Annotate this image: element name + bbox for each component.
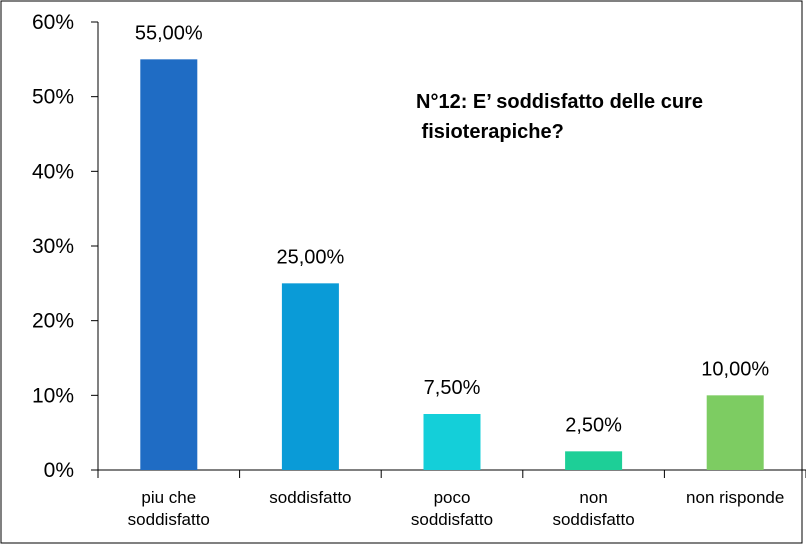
y-tick-label: 20% bbox=[32, 310, 74, 333]
bar bbox=[281, 283, 339, 470]
value-label: 25,00% bbox=[276, 246, 344, 268]
bar bbox=[140, 59, 198, 470]
x-tick-label: piu che soddisfatto bbox=[128, 488, 210, 529]
y-tick-label: 30% bbox=[32, 235, 74, 258]
x-tick-label: non risponde bbox=[686, 488, 784, 507]
y-tick-label: 10% bbox=[32, 384, 74, 407]
x-tick-label: non soddisfatto bbox=[552, 488, 634, 529]
x-tick-label: poco soddisfatto bbox=[411, 488, 493, 529]
value-label: 2,50% bbox=[565, 414, 622, 436]
value-label: 7,50% bbox=[424, 377, 481, 399]
bar bbox=[565, 451, 623, 470]
y-tick-label: 50% bbox=[32, 86, 74, 109]
value-label: 10,00% bbox=[701, 358, 769, 380]
bar bbox=[423, 414, 481, 470]
value-label: 55,00% bbox=[135, 22, 203, 44]
y-tick-label: 40% bbox=[32, 160, 74, 183]
x-tick-label: soddisfatto bbox=[269, 488, 351, 507]
bar bbox=[706, 395, 764, 470]
chart-title: N°12: E’ soddisfatto delle cure fisioter… bbox=[416, 91, 703, 143]
y-tick-label: 60% bbox=[32, 11, 74, 34]
y-tick-label: 0% bbox=[44, 459, 74, 482]
